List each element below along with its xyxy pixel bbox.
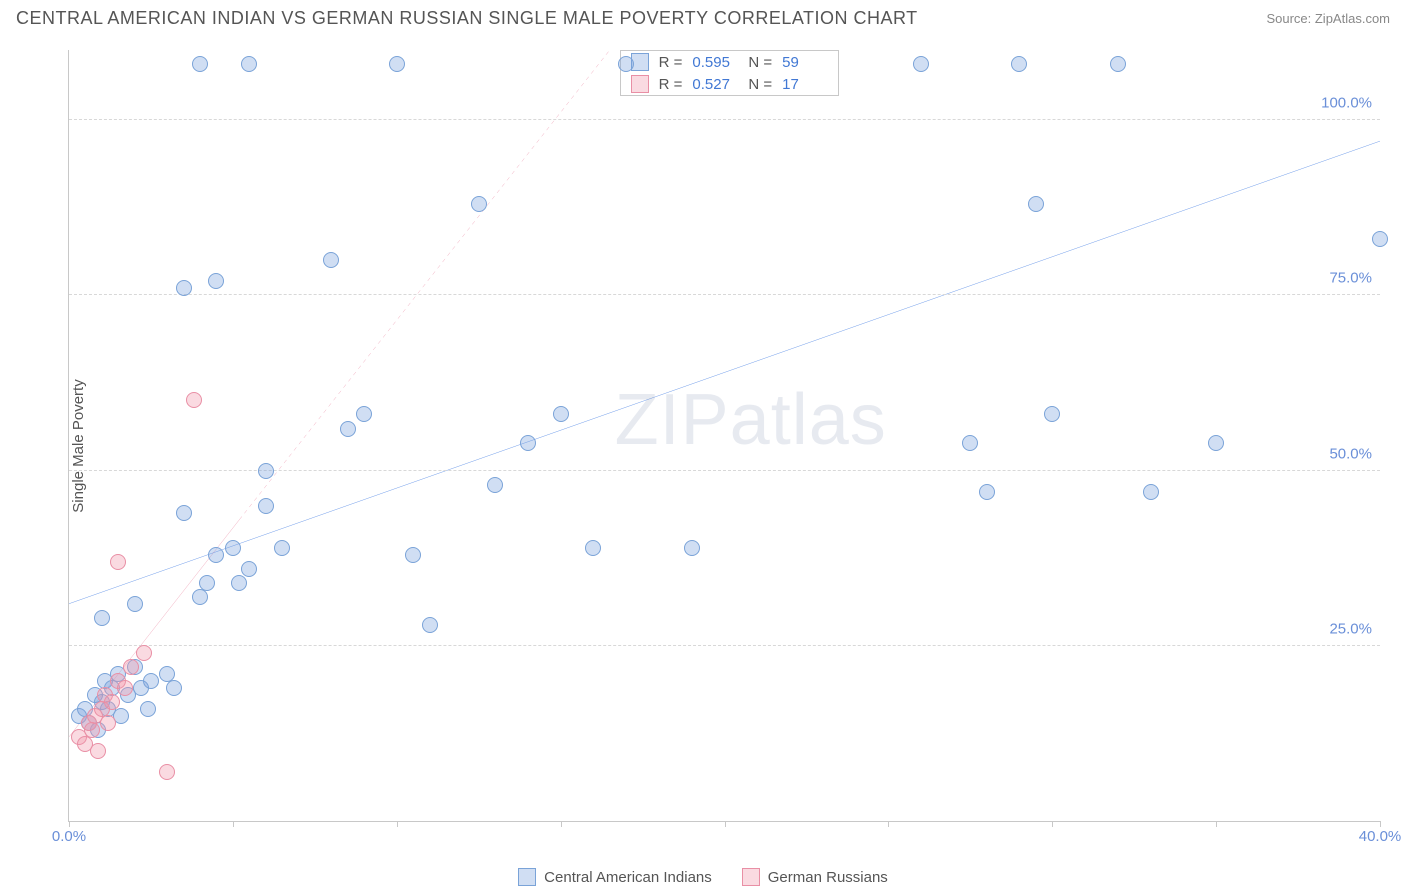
data-point	[143, 673, 159, 689]
chart-title: CENTRAL AMERICAN INDIAN VS GERMAN RUSSIA…	[16, 8, 918, 29]
data-point	[389, 56, 405, 72]
r-label: R =	[659, 76, 683, 93]
data-point	[422, 617, 438, 633]
data-point	[258, 498, 274, 514]
data-point	[199, 575, 215, 591]
swatch-series-2	[742, 868, 760, 886]
gridline	[69, 119, 1380, 120]
legend: Central American Indians German Russians	[0, 868, 1406, 886]
n-label: N =	[748, 54, 772, 71]
x-tick	[1216, 821, 1217, 827]
data-point	[192, 56, 208, 72]
trend-lines	[69, 50, 1380, 821]
data-point	[585, 540, 601, 556]
data-point	[110, 554, 126, 570]
legend-label-2: German Russians	[768, 869, 888, 886]
y-tick-label: 75.0%	[1329, 270, 1372, 287]
data-point	[104, 694, 120, 710]
x-tick	[725, 821, 726, 827]
data-point	[176, 280, 192, 296]
legend-label-1: Central American Indians	[544, 869, 712, 886]
data-point	[340, 421, 356, 437]
data-point	[962, 435, 978, 451]
data-point	[1143, 484, 1159, 500]
data-point	[1110, 56, 1126, 72]
data-point	[274, 540, 290, 556]
data-point	[553, 406, 569, 422]
data-point	[1372, 231, 1388, 247]
n-value-1: 59	[782, 54, 828, 71]
x-tick	[69, 821, 70, 827]
data-point	[487, 477, 503, 493]
stats-panel: R = 0.595 N = 59 R = 0.527 N = 17	[620, 50, 840, 96]
data-point	[913, 56, 929, 72]
n-value-2: 17	[782, 76, 828, 93]
x-tick	[561, 821, 562, 827]
data-point	[84, 722, 100, 738]
r-value-1: 0.595	[692, 54, 738, 71]
watermark: ZIPatlas	[615, 379, 887, 461]
x-tick-label: 40.0%	[1359, 828, 1402, 845]
stats-row-series-1: R = 0.595 N = 59	[621, 51, 839, 73]
stats-row-series-2: R = 0.527 N = 17	[621, 73, 839, 95]
swatch-series-1	[518, 868, 536, 886]
data-point	[405, 547, 421, 563]
data-point	[94, 610, 110, 626]
x-tick	[1052, 821, 1053, 827]
data-point	[140, 701, 156, 717]
data-point	[1028, 196, 1044, 212]
swatch-series-2	[631, 75, 649, 93]
data-point	[127, 596, 143, 612]
x-tick	[888, 821, 889, 827]
gridline	[69, 294, 1380, 295]
data-point	[471, 196, 487, 212]
r-label: R =	[659, 54, 683, 71]
data-point	[520, 435, 536, 451]
y-tick-label: 25.0%	[1329, 620, 1372, 637]
data-point	[618, 56, 634, 72]
data-point	[123, 659, 139, 675]
data-point	[979, 484, 995, 500]
data-point	[1208, 435, 1224, 451]
x-tick-label: 0.0%	[52, 828, 86, 845]
data-point	[208, 547, 224, 563]
data-point	[90, 743, 106, 759]
legend-item-1: Central American Indians	[518, 868, 712, 886]
data-point	[258, 463, 274, 479]
chart-container: Single Male Poverty R = 0.595 N = 59 R =…	[16, 40, 1390, 852]
data-point	[1044, 406, 1060, 422]
data-point	[192, 589, 208, 605]
data-point	[225, 540, 241, 556]
x-tick	[233, 821, 234, 827]
data-point	[356, 406, 372, 422]
data-point	[1011, 56, 1027, 72]
plot-area: R = 0.595 N = 59 R = 0.527 N = 17 ZIPatl…	[68, 50, 1380, 822]
source-attribution: Source: ZipAtlas.com	[1266, 11, 1390, 26]
y-tick-label: 50.0%	[1329, 445, 1372, 462]
legend-item-2: German Russians	[742, 868, 888, 886]
x-tick	[397, 821, 398, 827]
data-point	[159, 764, 175, 780]
data-point	[186, 392, 202, 408]
x-tick	[1380, 821, 1381, 827]
y-tick-label: 100.0%	[1321, 95, 1372, 112]
data-point	[136, 645, 152, 661]
data-point	[100, 715, 116, 731]
data-point	[241, 56, 257, 72]
data-point	[684, 540, 700, 556]
data-point	[176, 505, 192, 521]
data-point	[208, 273, 224, 289]
gridline	[69, 645, 1380, 646]
n-label: N =	[748, 76, 772, 93]
data-point	[231, 575, 247, 591]
data-point	[241, 561, 257, 577]
data-point	[323, 252, 339, 268]
data-point	[166, 680, 182, 696]
r-value-2: 0.527	[692, 76, 738, 93]
data-point	[117, 680, 133, 696]
